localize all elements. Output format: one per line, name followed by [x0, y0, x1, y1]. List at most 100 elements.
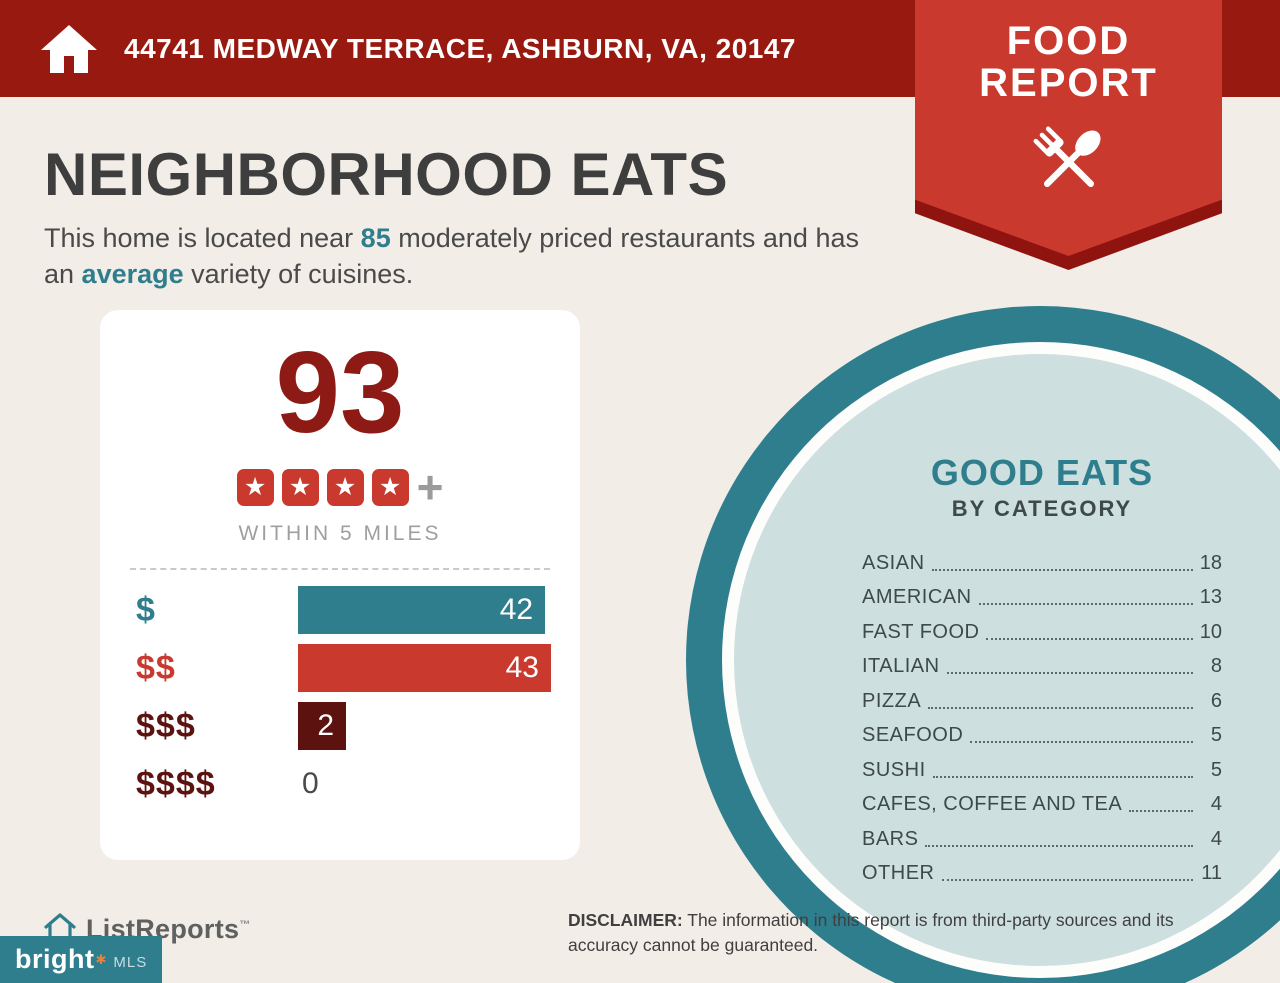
- good-eats-subtitle: BY CATEGORY: [951, 496, 1133, 521]
- star-icon: ★: [326, 468, 364, 506]
- dotted-leader: [1129, 810, 1193, 812]
- category-value: 18: [1199, 551, 1222, 574]
- food-score: 93: [275, 327, 405, 457]
- category-value: 8: [1210, 655, 1222, 678]
- property-address: 44741 MEDWAY TERRACE, ASHBURN, VA, 20147: [124, 32, 796, 64]
- dotted-leader: [946, 672, 1193, 674]
- dotted-leader: [978, 603, 1193, 605]
- price-bar-value: 2: [317, 709, 335, 742]
- price-bar-value: 42: [499, 593, 534, 626]
- good-eats-title: GOOD EATS: [930, 452, 1154, 493]
- dotted-leader: [925, 844, 1193, 847]
- price-bar: 2: [298, 702, 347, 750]
- category-value: 5: [1210, 758, 1222, 781]
- category-row: CAFES, COFFEE AND TEA 4: [862, 788, 1222, 823]
- dotted-leader: [986, 637, 1193, 640]
- category-label: PIZZA: [862, 689, 922, 712]
- dotted-leader: [931, 568, 1193, 571]
- price-row: $$$ 2: [136, 702, 551, 750]
- disclaimer: DISCLAIMER: The information in this repo…: [568, 908, 1228, 957]
- category-row: ASIAN 18: [862, 546, 1222, 581]
- price-label: $$: [136, 648, 176, 687]
- category-label: BARS: [862, 827, 919, 850]
- dotted-leader: [928, 706, 1193, 709]
- badge-title-line2: REPORT: [979, 61, 1158, 105]
- star-icon: ★: [371, 468, 409, 506]
- price-bar-value: 43: [505, 651, 539, 684]
- category-row: FAST FOOD 10: [862, 615, 1222, 650]
- bright-wordmark: bright: [15, 944, 95, 974]
- radius-label: WITHIN 5 MILES: [238, 522, 442, 545]
- restaurant-score-card: 93 ★ ★ ★ ★ + WITHIN 5 MILES $ 42 $$ 43 $$$: [100, 310, 580, 860]
- badge-title-line1: FOOD: [1006, 19, 1131, 63]
- page-title: NEIGHBORHOOD EATS: [44, 141, 729, 208]
- category-row: OTHER 11: [862, 857, 1222, 892]
- intro-post: variety of cuisines.: [183, 259, 414, 290]
- price-row: $ 42: [136, 586, 551, 634]
- good-eats-panel: GOOD EATS BY CATEGORY ASIAN 18 AMERICAN 13 F…: [856, 452, 1228, 891]
- price-bar-track: 43: [298, 644, 551, 692]
- price-bar: 42: [298, 586, 546, 634]
- variety-highlight: average: [81, 259, 184, 290]
- home-icon: [40, 23, 98, 75]
- price-label: $: [136, 590, 156, 629]
- category-value: 13: [1199, 586, 1222, 609]
- category-value: 4: [1210, 793, 1222, 816]
- category-label: OTHER: [862, 862, 935, 885]
- category-label: SEAFOOD: [862, 724, 964, 747]
- category-value: 4: [1210, 827, 1222, 850]
- dotted-leader: [970, 741, 1193, 743]
- crossed-utensils-icon: [1023, 116, 1115, 208]
- category-label: ASIAN: [862, 551, 925, 574]
- dotted-leader: [932, 775, 1193, 778]
- category-row: SUSHI 5: [862, 753, 1222, 788]
- intro-mid: moderately priced restaurants and has an: [44, 223, 859, 290]
- price-bar-chart: $ 42 $$ 43 $$$ 2 $$$$ 0: [100, 586, 580, 808]
- category-label: CAFES, COFFEE AND TEA: [862, 793, 1123, 816]
- category-label: ITALIAN: [862, 655, 940, 678]
- price-label: $$$$: [136, 764, 216, 803]
- plus-sign: +: [416, 461, 444, 513]
- mls-label: MLS: [113, 954, 148, 971]
- price-bar-track: 42: [298, 586, 551, 634]
- category-row: SEAFOOD 5: [862, 719, 1222, 754]
- category-label: FAST FOOD: [862, 620, 980, 643]
- price-bar: 43: [298, 644, 551, 692]
- disclaimer-text: The information in this report is from t…: [568, 910, 1174, 955]
- badge-ribbon: FOOD REPORT: [915, 0, 1222, 256]
- star-icon: ★: [236, 468, 274, 506]
- dotted-leader: [941, 879, 1193, 881]
- intro-text: This home is located near 85 moderately …: [44, 220, 894, 293]
- category-row: PIZZA 6: [862, 684, 1222, 719]
- category-label: AMERICAN: [862, 586, 972, 609]
- category-value: 11: [1201, 862, 1222, 885]
- category-list: ASIAN 18 AMERICAN 13 FAST FOOD 10 ITALIAN 8 PIZZ…: [856, 546, 1228, 891]
- badge-title: FOOD REPORT: [979, 20, 1158, 104]
- price-bar-track: 2: [298, 702, 551, 750]
- star-rating-row: ★ ★ ★ ★ +: [100, 464, 580, 510]
- star-icon: ★: [281, 468, 319, 506]
- category-value: 10: [1199, 620, 1222, 643]
- star-rating: ★ ★ ★ ★: [236, 468, 409, 506]
- price-row: $$ 43: [136, 644, 551, 692]
- dashed-divider: [130, 568, 550, 570]
- circle-fill: [734, 354, 1280, 966]
- intro-pre: This home is located near: [44, 223, 361, 253]
- trademark-symbol: ™: [239, 919, 251, 931]
- price-label: $$$: [136, 706, 196, 745]
- category-row: ITALIAN 8: [862, 650, 1222, 685]
- restaurant-count: 85: [360, 223, 391, 253]
- price-zero-value: 0: [302, 767, 319, 800]
- category-label: SUSHI: [862, 758, 926, 781]
- good-eats-circle: [686, 306, 1280, 983]
- category-value: 5: [1210, 724, 1222, 747]
- bright-mls-logo: bright ✱ MLS: [0, 936, 162, 983]
- category-value: 6: [1210, 689, 1222, 712]
- category-row: BARS 4: [862, 822, 1222, 857]
- food-report-badge: FOOD REPORT: [915, 0, 1222, 272]
- disclaimer-label: DISCLAIMER:: [568, 910, 683, 930]
- category-row: AMERICAN 13: [862, 581, 1222, 616]
- bright-star-icon: ✱: [95, 951, 107, 967]
- price-row: $$$$ 0: [136, 760, 551, 808]
